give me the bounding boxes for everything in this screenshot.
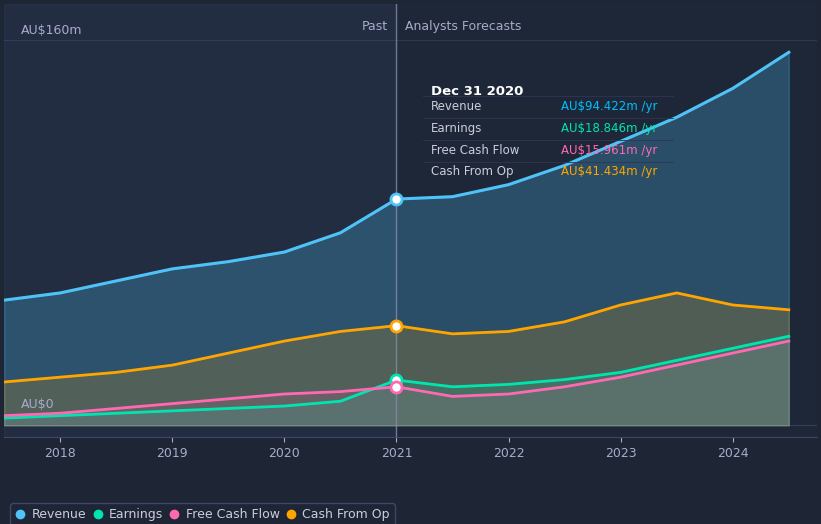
Text: Analysts Forecasts: Analysts Forecasts xyxy=(406,20,522,33)
Text: Revenue: Revenue xyxy=(431,100,482,113)
Bar xyxy=(4,4,397,438)
Text: Earnings: Earnings xyxy=(431,122,482,135)
Text: AU$18.846m /yr: AU$18.846m /yr xyxy=(561,122,658,135)
Text: AU$0: AU$0 xyxy=(21,398,54,411)
Bar xyxy=(397,4,817,438)
Text: AU$15.961m /yr: AU$15.961m /yr xyxy=(561,144,658,157)
Text: Past: Past xyxy=(361,20,388,33)
Text: AU$41.434m /yr: AU$41.434m /yr xyxy=(561,166,658,178)
Text: AU$160m: AU$160m xyxy=(21,24,82,37)
Text: Dec 31 2020: Dec 31 2020 xyxy=(431,85,523,99)
Text: AU$94.422m /yr: AU$94.422m /yr xyxy=(561,100,658,113)
Text: Free Cash Flow: Free Cash Flow xyxy=(431,144,519,157)
Text: Cash From Op: Cash From Op xyxy=(431,166,513,178)
Legend: Revenue, Earnings, Free Cash Flow, Cash From Op: Revenue, Earnings, Free Cash Flow, Cash … xyxy=(11,504,395,524)
